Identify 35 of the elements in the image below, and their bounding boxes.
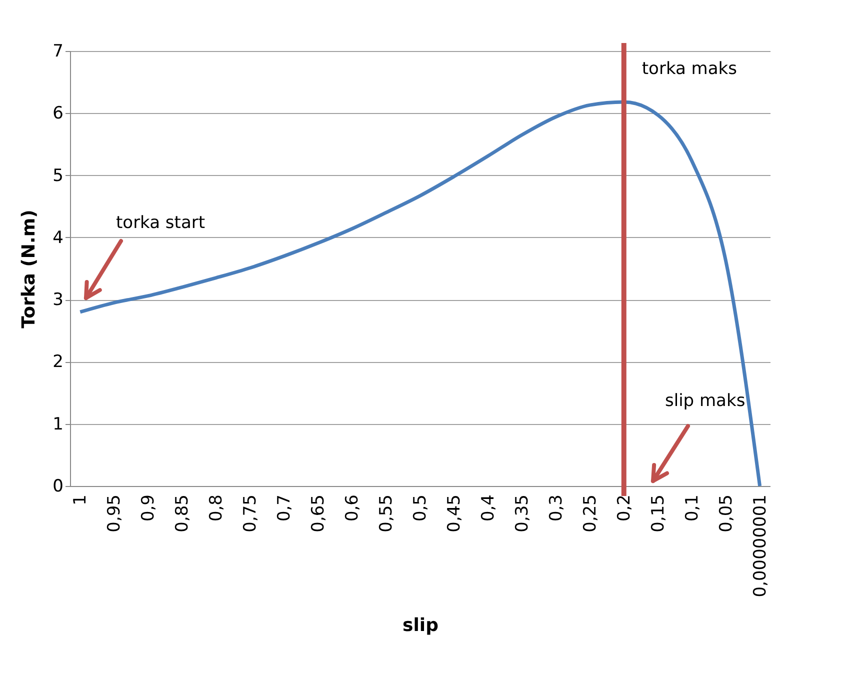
- y-tick-label: 5: [52, 166, 64, 186]
- y-tick-label: 2: [52, 352, 64, 372]
- x-tick-label: 0,45: [444, 494, 464, 532]
- x-tick-label: 1: [70, 494, 91, 506]
- y-tick-label: 7: [52, 42, 64, 62]
- x-axis-title: slip: [402, 615, 439, 636]
- annotation: slip maks: [665, 391, 746, 411]
- x-tick-label: 0,7: [274, 494, 295, 522]
- x-tick-label: 0,8: [206, 494, 227, 522]
- y-axis-title: Torka (N.m): [18, 210, 40, 328]
- x-tick-label: 0,55: [376, 494, 397, 532]
- x-tick-label: 0,3: [546, 494, 566, 522]
- x-tick-label: 0,5: [410, 494, 430, 522]
- line-series: [78, 100, 762, 488]
- y-tick-label: 0: [52, 476, 64, 496]
- x-tick-label: 0,35: [512, 494, 532, 532]
- y-tick-label: 4: [52, 228, 64, 248]
- x-tick-label: 0,25: [580, 494, 600, 532]
- x-tick-label: 0,05: [716, 494, 736, 532]
- x-tick-label: 0,4: [478, 494, 498, 522]
- x-tick-label: 0,65: [308, 494, 329, 532]
- ref-line-label: torka maks: [642, 59, 738, 79]
- x-tick-label: 0,00000001: [750, 494, 770, 598]
- y-tick-label: 1: [52, 414, 64, 434]
- annotation: torka start: [116, 213, 206, 233]
- x-tick-label: 0,2: [614, 494, 634, 522]
- y-tick-label: 6: [52, 104, 64, 124]
- x-tick-label: 0,1: [682, 494, 702, 522]
- x-tick-label: 0,85: [172, 494, 193, 532]
- x-tick-label: 0,15: [648, 494, 668, 532]
- x-tick-label: 0,95: [104, 494, 125, 532]
- y-tick-label: 3: [52, 290, 64, 310]
- x-tick-label: 0,6: [342, 494, 363, 522]
- x-tick-label: 0,75: [240, 494, 261, 532]
- x-tick-label: 0,9: [138, 494, 159, 522]
